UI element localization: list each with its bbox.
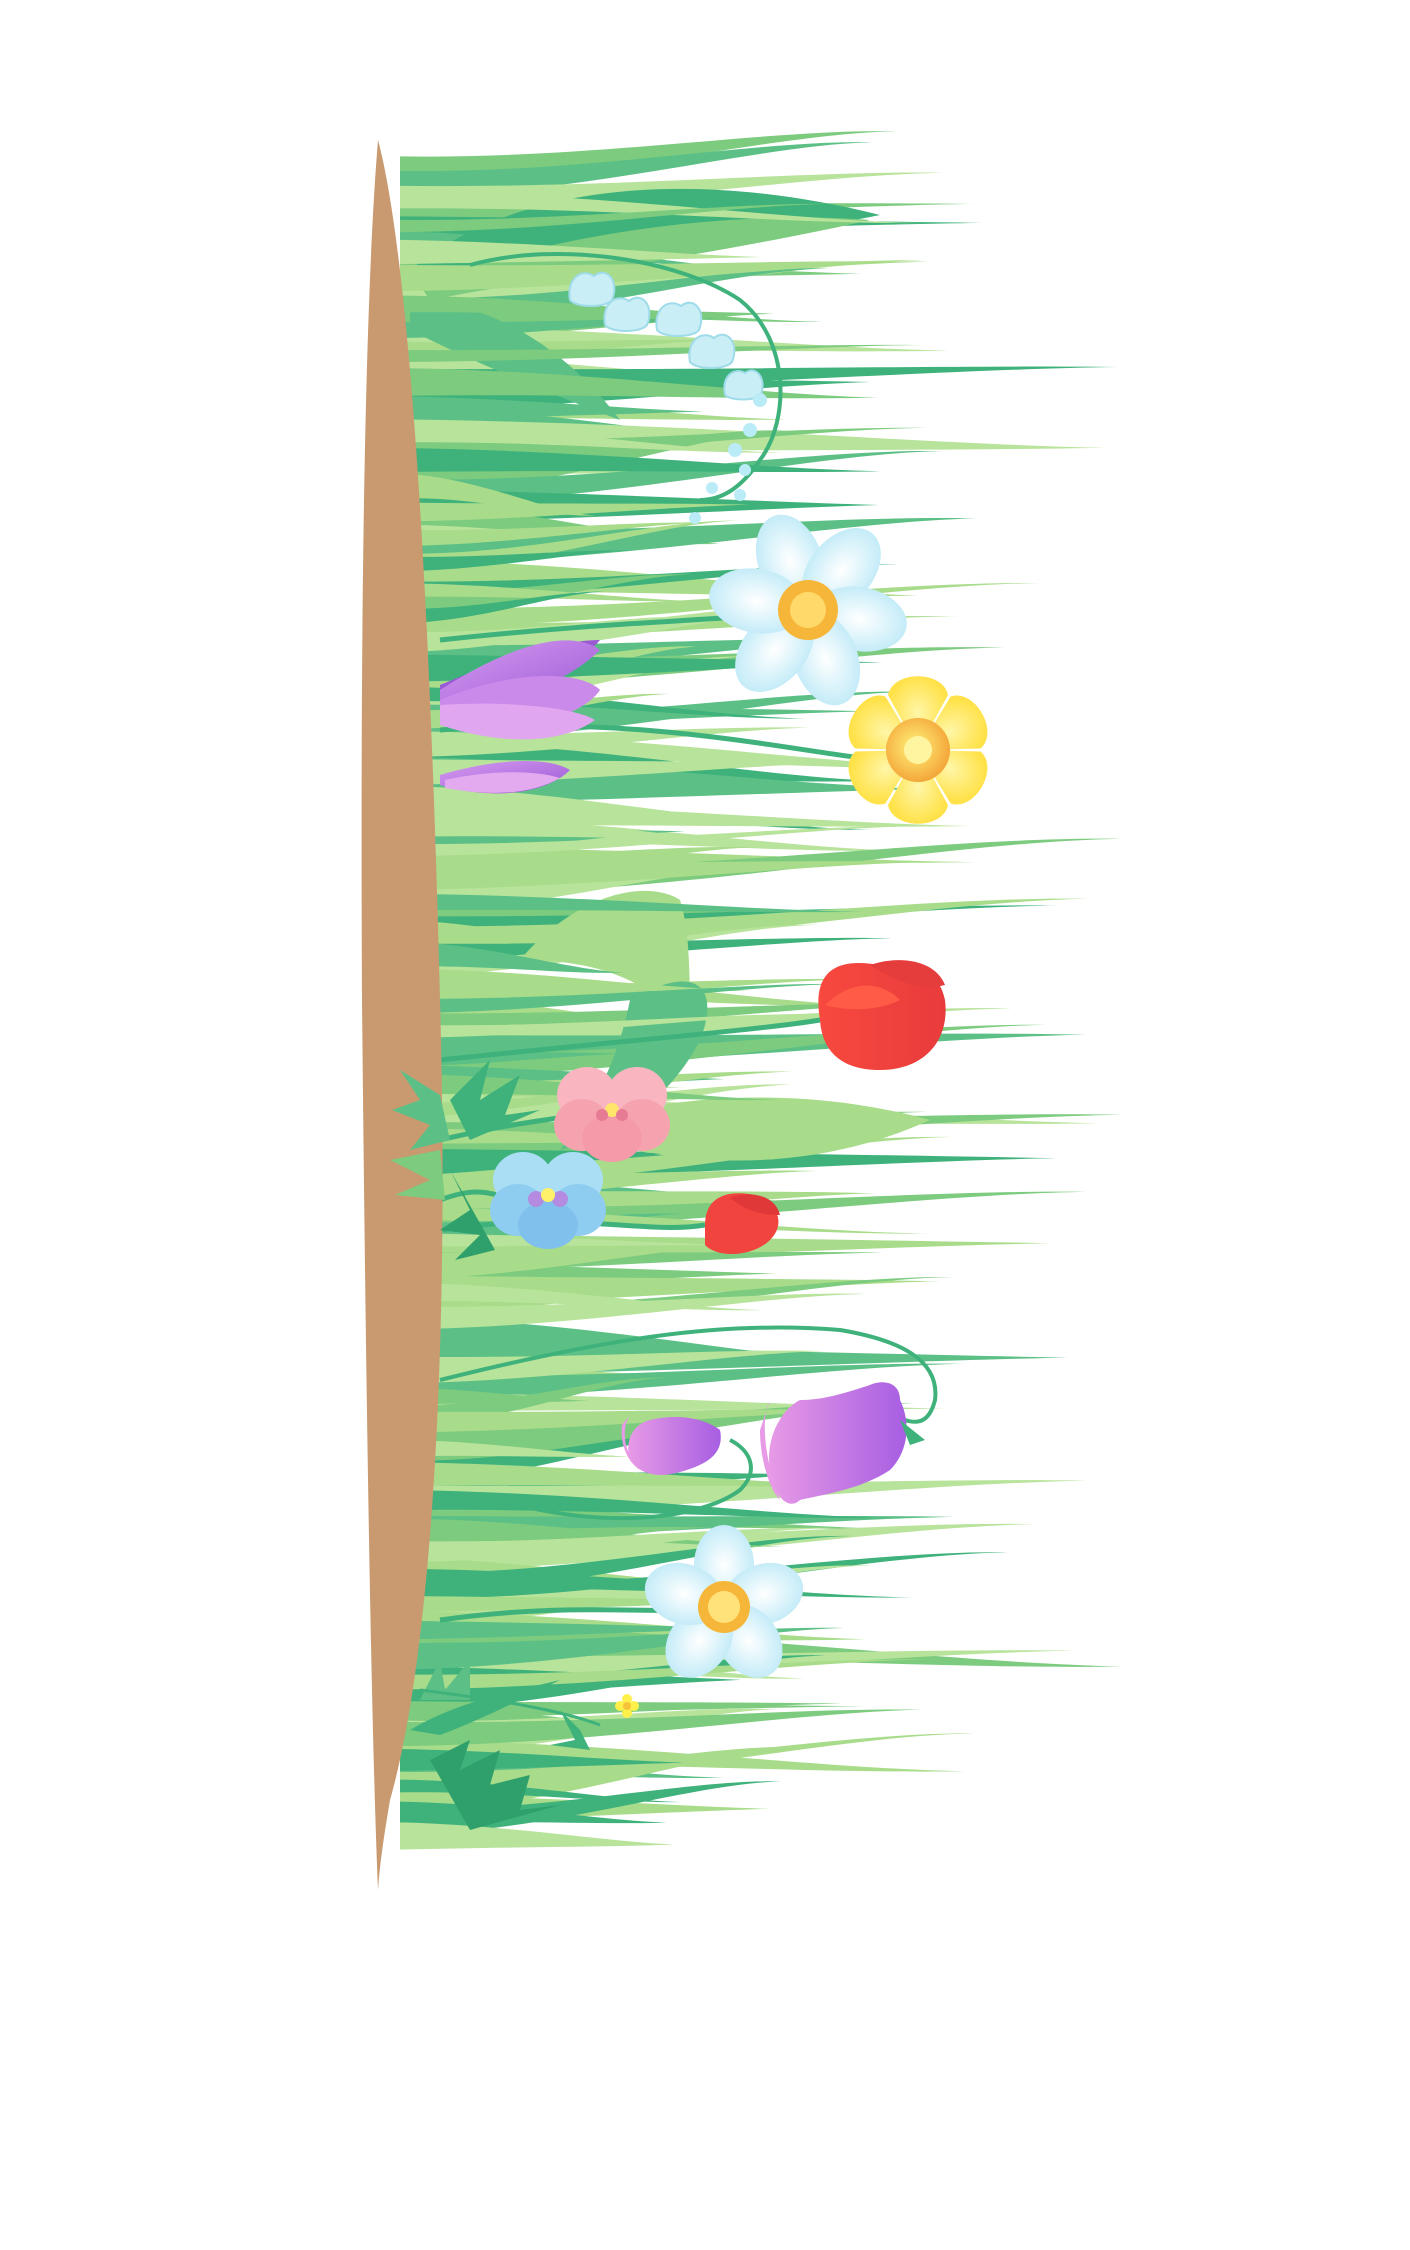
tulip-red-large — [818, 960, 946, 1070]
pansy-pink — [554, 1067, 670, 1162]
grass-blade — [400, 473, 596, 516]
grass-blade — [400, 191, 922, 224]
grass-blade — [400, 941, 623, 973]
bellflower-small — [621, 1415, 721, 1475]
grass-blade — [400, 1439, 631, 1457]
flower-stem — [439, 1017, 821, 1063]
narcissus-blue — [709, 514, 907, 706]
grass-blade — [400, 344, 922, 363]
grass-blade — [400, 825, 933, 857]
grass-blade — [400, 1709, 923, 1747]
grass-blade — [400, 522, 710, 547]
grass-blade — [400, 1527, 834, 1563]
grass-blade — [400, 983, 844, 1014]
grass-blade — [400, 318, 720, 338]
buttercup — [615, 1694, 639, 1718]
bellflower-stems — [439, 1325, 938, 1521]
grass-blade — [400, 1350, 824, 1384]
grass-blade — [400, 1462, 858, 1487]
grass-blade — [400, 969, 750, 992]
grass-blade — [400, 502, 749, 522]
grass-blade — [400, 142, 873, 198]
grass-blade — [400, 1014, 821, 1039]
grass-blade — [400, 1330, 680, 1358]
narcissus-white — [644, 1525, 804, 1678]
bellflower-large — [760, 1382, 925, 1504]
crocus-large — [440, 640, 600, 740]
grass-blade — [400, 1627, 845, 1670]
grass-blade — [400, 785, 788, 823]
grass-blade — [400, 396, 705, 420]
grass-blade — [400, 1409, 891, 1433]
serrated-leaves-mid — [390, 1060, 540, 1260]
grass-blade — [400, 920, 615, 947]
tulip-red-small — [705, 1193, 780, 1255]
grass-blade — [400, 1659, 931, 1690]
grass-blade — [400, 1822, 675, 1850]
grass-blade — [400, 1489, 889, 1519]
grass-blade — [400, 239, 762, 265]
grass-blade — [400, 550, 634, 572]
grass-blade — [400, 448, 881, 472]
grass-blade — [400, 1620, 756, 1640]
grass-blade — [400, 591, 606, 624]
daffodil-yellow — [848, 676, 988, 824]
grass-blade — [400, 811, 723, 839]
grass-blade — [400, 1387, 589, 1405]
grass-blade — [400, 1421, 700, 1468]
grass-blade — [400, 861, 932, 890]
grass-blade — [400, 425, 783, 453]
grass-blade — [400, 451, 942, 505]
grass-blade — [400, 583, 703, 602]
crocus-bud — [440, 760, 570, 794]
grass-blade — [400, 1245, 735, 1280]
grass-blade — [400, 203, 834, 233]
grass-blade — [400, 1024, 1046, 1079]
grass-blade — [400, 616, 699, 653]
lily-of-the-valley — [469, 251, 783, 524]
grass-blade — [400, 598, 890, 659]
grass-blade — [400, 1049, 624, 1067]
soil-strip — [361, 140, 443, 1890]
grass-blade — [400, 1293, 867, 1330]
grass-blade — [400, 1363, 963, 1400]
serrated-leaves-bottom — [410, 1660, 601, 1830]
grass-blade — [400, 1282, 764, 1311]
grass-blade — [400, 1518, 784, 1547]
pansy-blue — [490, 1152, 606, 1249]
grass-blade — [400, 261, 929, 292]
grass-blade — [400, 893, 863, 913]
